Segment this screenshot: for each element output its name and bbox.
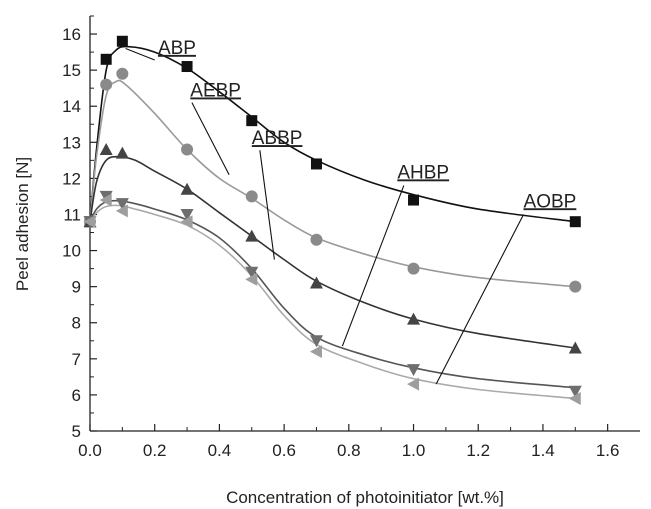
ahbp-data-point (115, 198, 129, 211)
x-tick-label: 1.0 (402, 441, 426, 460)
y-tick-label: 16 (62, 25, 81, 44)
x-tick-label: 0.8 (337, 441, 361, 460)
abp-data-point (408, 194, 420, 206)
abp-data-point (246, 115, 258, 127)
abp-data-point (100, 53, 112, 65)
y-tick-label: 11 (63, 205, 81, 224)
abbp-data-point (309, 276, 323, 289)
series-labels: ABP AEBP ABBP AHBP AOBP (158, 38, 576, 212)
abbp-fit-curve (89, 155, 576, 349)
x-tick-label: 0.4 (208, 441, 232, 460)
label-leader-lines (125, 47, 525, 385)
ahbp-data-point (309, 335, 323, 348)
x-axis-title: Concentration of photoinitiator [wt.%] (226, 488, 504, 507)
x-axis-ticks: 0.0 0.2 0.4 0.6 0.8 1.0 1.2 1.4 1.6 (78, 424, 619, 460)
y-tick-label: 13 (62, 133, 81, 152)
x-tick-label: 1.6 (596, 441, 620, 460)
aebp-data-point (181, 143, 194, 156)
y-tick-label: 6 (72, 386, 81, 405)
aobp-data-point (245, 272, 258, 286)
aobp-data-point (83, 215, 96, 229)
aebp-data-point (100, 78, 113, 91)
abp-data-point (181, 61, 193, 73)
y-tick-label: 8 (72, 314, 81, 333)
y-tick-label: 7 (72, 350, 81, 369)
ahbp-data-point (245, 266, 259, 279)
ahbp-data-point (180, 208, 194, 221)
abp-fit-curve (89, 45, 576, 223)
x-tick-label: 0.6 (272, 441, 296, 460)
ahbp-series-label: AHBP (397, 162, 449, 183)
x-tick-label: 0.0 (78, 441, 102, 460)
ahbp-data-point (568, 385, 582, 398)
aebp-data-point (407, 262, 420, 275)
ahbp-leader-line (341, 185, 405, 347)
abbp-data-point (115, 146, 129, 159)
abp-data-point (116, 35, 128, 47)
abp-series-label: ABP (158, 38, 196, 59)
x-tick-label: 1.4 (531, 441, 555, 460)
y-tick-label: 12 (62, 169, 81, 188)
aebp-data-point (310, 233, 323, 246)
aobp-data-point (568, 392, 581, 406)
aobp-data-point (180, 215, 193, 229)
data-points (83, 35, 582, 406)
aebp-data-point (116, 67, 129, 80)
aobp-series-label: AOBP (524, 191, 577, 212)
abbp-series-label: ABBP (252, 128, 303, 149)
fit-curves (89, 45, 576, 400)
x-tick-label: 1.2 (466, 441, 490, 460)
aobp-data-point (99, 193, 112, 207)
y-tick-label: 9 (72, 278, 81, 297)
abp-data-point (569, 216, 581, 228)
aobp-data-point (115, 204, 128, 218)
abbp-data-point (245, 229, 259, 242)
y-tick-label: 5 (72, 422, 81, 441)
abbp-data-point (568, 341, 582, 354)
aobp-leader-line (435, 214, 525, 385)
ahbp-fit-curve (89, 199, 576, 389)
abp-data-point (310, 158, 322, 170)
abbp-data-point (180, 182, 194, 195)
abp-leader-line (125, 47, 155, 61)
aebp-data-point (569, 280, 582, 293)
plot-area (89, 16, 640, 432)
abbp-data-point (407, 312, 421, 325)
y-axis-ticks: 5 6 7 8 9 10 11 12 13 14 15 16 (62, 15, 97, 441)
abbp-data-point (99, 143, 113, 156)
aebp-series-label: AEBP (190, 80, 241, 101)
aebp-leader-line (191, 102, 230, 176)
y-tick-label: 14 (62, 97, 81, 116)
aobp-data-point (309, 345, 322, 359)
aobp-fit-curve (89, 204, 576, 400)
y-tick-label: 10 (62, 242, 81, 261)
ahbp-data-point (407, 364, 421, 377)
abbp-leader-line (259, 150, 275, 260)
x-tick-label: 0.2 (143, 441, 167, 460)
y-axis-title: Peel adhesion [N] (13, 157, 32, 291)
aobp-data-point (407, 377, 420, 391)
aebp-data-point (245, 190, 258, 203)
y-tick-label: 15 (62, 61, 81, 80)
